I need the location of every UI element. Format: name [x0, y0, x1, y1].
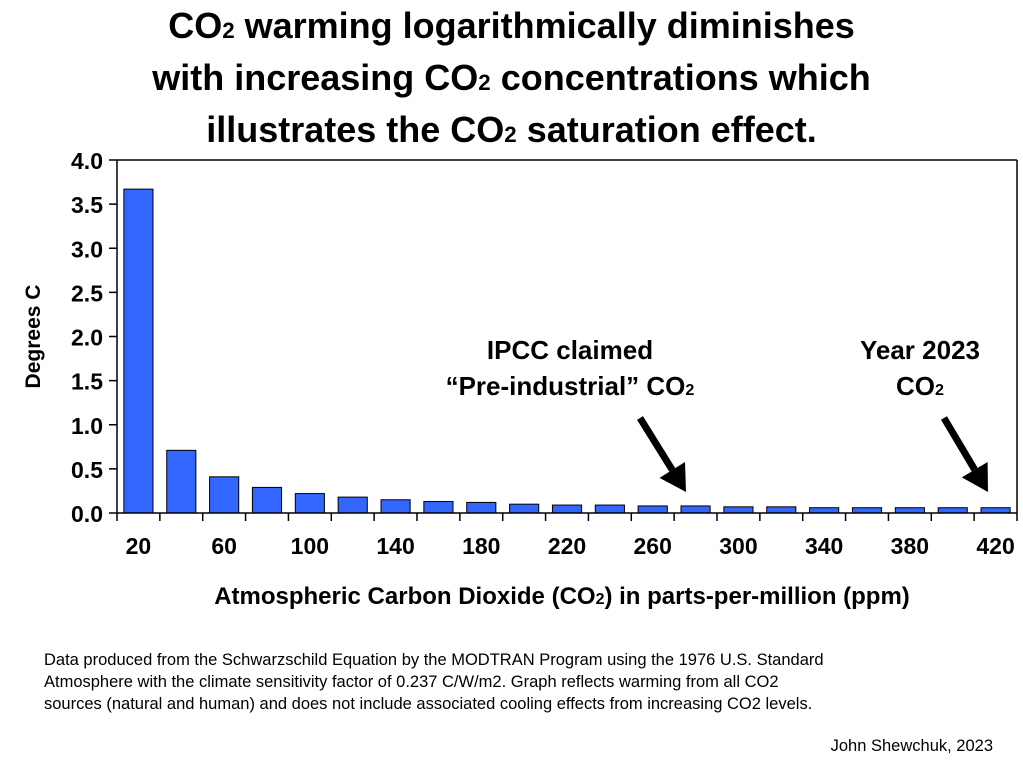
arrow-year-2023-head	[961, 461, 988, 492]
annotation-ipcc-line-1: IPCC claimed	[486, 335, 654, 365]
bar-180	[466, 501, 497, 514]
bar-380	[894, 507, 925, 514]
x-tick-label: 100	[291, 533, 329, 559]
bar-360	[851, 507, 883, 514]
x-tick-label: 220	[548, 533, 586, 559]
annotation-ipcc-line-2: “Pre-industrial” CO2	[445, 371, 695, 401]
y-tick-label: 3.0	[71, 236, 103, 262]
bar-160	[423, 501, 454, 514]
bar-200	[509, 503, 540, 514]
y-tick-label: 0.0	[71, 501, 103, 527]
arrow-ipcc-preindustrial-shaft	[637, 416, 676, 472]
x-tick-label: 300	[719, 533, 757, 559]
bar-280	[680, 505, 711, 514]
x-tick-label: 380	[891, 533, 929, 559]
annotation-ipcc: IPCC claimed “Pre-industrial” CO2	[410, 332, 730, 408]
bar-60	[209, 476, 240, 514]
footer-line-3: sources (natural and human) and does not…	[44, 695, 813, 713]
bar-420	[980, 507, 1011, 514]
bar-80	[251, 486, 283, 514]
x-tick-label: 340	[805, 533, 843, 559]
y-tick-label: 2.5	[71, 280, 103, 306]
bar-320	[766, 506, 797, 514]
bar-40	[166, 449, 197, 514]
bar-400	[937, 507, 968, 514]
x-tick-label: 140	[376, 533, 414, 559]
footer-line-2: Atmosphere with the climate sensitivity …	[44, 673, 779, 691]
y-tick-label: 1.5	[71, 369, 103, 395]
arrow-year-2023-shaft	[940, 416, 978, 472]
x-tick-label: 420	[976, 533, 1014, 559]
bar-100	[294, 493, 325, 514]
bar-300	[723, 506, 754, 514]
x-tick-label: 60	[211, 533, 237, 559]
bar-240	[594, 504, 625, 514]
footer-line-1: Data produced from the Schwarzschild Equ…	[44, 651, 824, 669]
data-source-note: Data produced from the Schwarzschild Equ…	[44, 649, 1019, 715]
x-axis-label: Atmospheric Carbon Dioxide (CO2) in part…	[214, 583, 910, 610]
annotation-year-2023: Year 2023 CO2	[830, 332, 1010, 408]
bar-340	[809, 507, 840, 514]
title-line-1: CO2 warming logarithmically diminishes	[168, 5, 855, 46]
bar-260	[637, 505, 668, 514]
bar-140	[380, 499, 411, 514]
x-tick-label: 20	[126, 533, 152, 559]
bar-20	[123, 188, 154, 514]
title-line-2: with increasing CO2 concentrations which	[152, 57, 871, 98]
y-tick-label: 0.5	[71, 457, 103, 483]
bar-chart: 0.0 0.5 1.0 1.5 2.0 2.5 3.0 3.5 4.0 20 60 100 140 180…	[22, 148, 1018, 610]
annotation-year-2023-line-1: Year 2023	[859, 335, 980, 365]
bar-220	[551, 504, 583, 514]
y-tick-label: 3.5	[71, 192, 103, 218]
x-tick-label: 260	[634, 533, 672, 559]
arrow-ipcc-preindustrial-head	[659, 461, 686, 492]
x-tick-label: 180	[462, 533, 500, 559]
bar-120	[337, 496, 368, 514]
annotation-year-2023-line-2: CO2	[896, 371, 944, 401]
chart-title: CO2 warming logarithmically diminishes w…	[0, 2, 1023, 158]
title-line-3: illustrates the CO2 saturation effect.	[206, 109, 817, 150]
y-tick-label: 2.0	[71, 325, 103, 351]
author-credit: John Shewchuk, 2023	[830, 737, 993, 755]
y-tick-label: 1.0	[71, 413, 103, 439]
y-tick-label: 4.0	[71, 148, 103, 174]
y-axis-label: Degrees C	[22, 285, 45, 389]
